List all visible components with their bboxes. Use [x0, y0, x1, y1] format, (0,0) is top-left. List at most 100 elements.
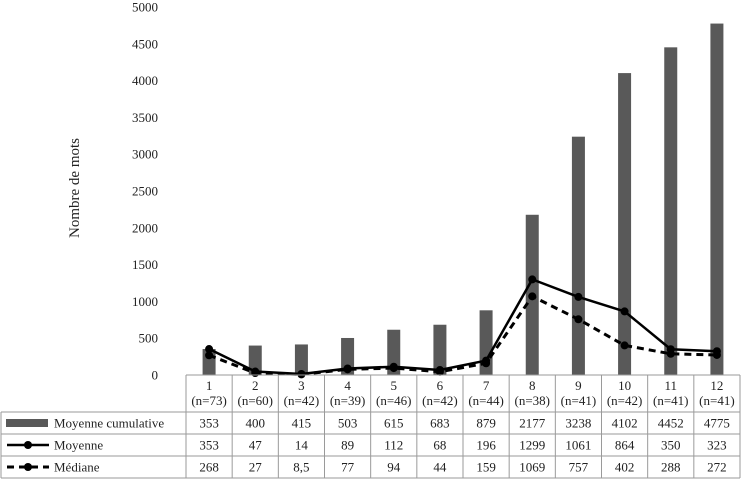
bar [387, 329, 401, 375]
table-cell: 415 [292, 416, 312, 431]
legend-key-marker [24, 441, 32, 449]
data-point [297, 370, 306, 379]
table-cell: 350 [661, 438, 681, 453]
y-axis-title: Nombre de mots [67, 138, 83, 238]
x-tick-count: (n=44) [468, 393, 504, 408]
data-point [482, 359, 491, 368]
table-row-label: Moyenne [54, 438, 103, 453]
series-line-median [208, 294, 717, 376]
table-cell: 14 [295, 438, 309, 453]
y-tick-label: 0 [152, 368, 159, 383]
table-cell: 323 [707, 438, 727, 453]
table-cell: 159 [476, 460, 496, 475]
table-row-label: Moyenne cumulative [54, 416, 164, 431]
series-line-mean [208, 278, 717, 376]
data-point [666, 349, 675, 358]
x-tick-label: 11 [664, 378, 677, 393]
data-point [528, 275, 537, 284]
y-tick-label: 3500 [132, 110, 158, 125]
table-cell: 27 [249, 460, 263, 475]
x-tick-label: 12 [710, 378, 723, 393]
table-cell: 615 [384, 416, 404, 431]
y-axis: 0 500 1000 1500 2000 2500 3000 3500 4000 4500 5000 [132, 0, 158, 383]
y-tick-label: 5000 [132, 0, 158, 15]
table-cell: 3238 [565, 416, 591, 431]
table-cell: 2177 [519, 416, 546, 431]
x-tick-count: (n=46) [376, 393, 412, 408]
y-tick-label: 3000 [132, 147, 158, 162]
bar-series [202, 23, 724, 376]
data-point [251, 369, 260, 378]
bar [248, 345, 262, 375]
y-tick-label: 1500 [132, 257, 158, 272]
x-tick-count: (n=42) [422, 393, 458, 408]
y-tick-label: 500 [139, 331, 159, 346]
x-tick-count: (n=41) [653, 393, 689, 408]
y-tick-label: 2000 [132, 220, 158, 235]
data-point [435, 367, 444, 376]
x-tick-count: (n=41) [699, 393, 735, 408]
x-tick-count: (n=42) [607, 393, 643, 408]
table-cell: 1061 [565, 438, 591, 453]
x-tick-label: 9 [575, 378, 582, 393]
y-tick-label: 4000 [132, 73, 158, 88]
data-point [620, 307, 629, 316]
table-cell: 196 [476, 438, 496, 453]
table-cell: 683 [430, 416, 450, 431]
data-table: Moyenne cumulative 353 400 415 503 615 683 879 2… [6, 416, 730, 475]
table-cell: 44 [433, 460, 447, 475]
x-tick-label: 1 [206, 378, 213, 393]
data-point [528, 292, 537, 301]
legend-key-bar [6, 419, 48, 427]
table-cell: 353 [199, 416, 219, 431]
table-cell: 864 [615, 438, 635, 453]
table-cell: 353 [199, 438, 219, 453]
bar [710, 23, 724, 376]
table-cell: 268 [199, 460, 219, 475]
table-cell: 4452 [658, 416, 684, 431]
table-cell: 288 [661, 460, 681, 475]
y-tick-label: 4500 [132, 36, 158, 51]
table-cell: 1299 [519, 438, 545, 453]
line-series [205, 275, 721, 379]
table-cell: 77 [341, 460, 355, 475]
data-point [343, 365, 352, 374]
table-row-label: Médiane [54, 460, 100, 475]
data-point [574, 292, 583, 301]
x-tick-count: (n=42) [284, 393, 320, 408]
x-tick-count: (n=73) [191, 393, 227, 408]
x-tick-count: (n=38) [515, 393, 551, 408]
x-tick-label: 8 [529, 378, 536, 393]
table-cell: 1069 [519, 460, 545, 475]
x-tick-label: 2 [252, 378, 259, 393]
table-cell: 4775 [704, 416, 730, 431]
data-point [205, 351, 214, 360]
data-point [712, 350, 721, 359]
data-point [389, 364, 398, 373]
bar [341, 337, 355, 375]
legend-key-marker [24, 463, 32, 471]
data-point [574, 315, 583, 324]
table-cell: 503 [338, 416, 358, 431]
table-cell: 112 [384, 438, 403, 453]
table-cell: 47 [249, 438, 263, 453]
bar [618, 73, 632, 375]
x-tick-label: 6 [437, 378, 444, 393]
x-tick-label: 3 [298, 378, 305, 393]
x-tick-count: (n=39) [330, 393, 366, 408]
table-cell: 8,5 [293, 460, 309, 475]
bar [433, 324, 447, 375]
x-tick-label: 4 [344, 378, 351, 393]
y-tick-label: 1000 [132, 294, 158, 309]
data-point [620, 341, 629, 350]
x-tick-label: 7 [483, 378, 490, 393]
table-cell: 402 [615, 460, 635, 475]
x-tick-count: (n=41) [561, 393, 597, 408]
bar [571, 136, 585, 375]
bar [664, 47, 678, 376]
table-cell: 4102 [612, 416, 638, 431]
x-tick-label: 10 [618, 378, 631, 393]
x-axis: 1(n=73)2(n=60)3(n=42)4(n=39)5(n=46)6(n=4… [186, 374, 740, 408]
x-tick-count: (n=60) [238, 393, 274, 408]
